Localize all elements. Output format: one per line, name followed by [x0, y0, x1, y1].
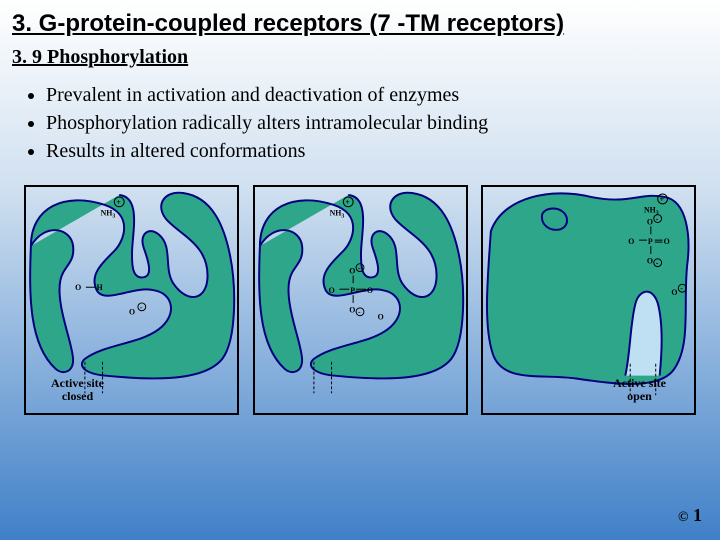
h-label: H [97, 283, 103, 292]
caption-open: Active siteopen [613, 377, 666, 403]
svg-text:O: O [349, 267, 355, 276]
protein-shape [259, 193, 463, 379]
minus-label: - [140, 303, 143, 312]
page-number: 1 [693, 505, 702, 525]
bullet-item: Results in altered conformations [46, 137, 708, 165]
footer: © 1 [678, 505, 702, 526]
svg-text:-: - [358, 308, 361, 317]
copyright-icon: © [678, 510, 688, 525]
svg-text:-: - [656, 259, 659, 268]
plus-label: + [345, 198, 350, 207]
nh3-label: NH3 [101, 209, 116, 220]
svg-text:O: O [647, 217, 653, 226]
svg-text:O: O [647, 257, 653, 266]
panel-intermediate: + NH3 O P O O - O - [253, 185, 468, 415]
svg-text:P: P [350, 286, 355, 295]
svg-text:O: O [366, 286, 372, 295]
caption-closed: Active siteclosed [51, 377, 104, 403]
plus-label: + [116, 198, 121, 207]
bullet-item: Prevalent in activation and deactivation… [46, 81, 708, 109]
svg-text:-: - [358, 264, 361, 273]
svg-text:O: O [349, 306, 355, 315]
panel-open: + NH3 O P O O - O - O - [481, 185, 696, 415]
o-label: O [671, 288, 677, 297]
nh3-label: NH3 [329, 209, 344, 220]
protein-intermediate-svg: + NH3 O P O O - O - [255, 187, 466, 413]
protein-shape [30, 193, 234, 379]
minus-label: - [680, 284, 683, 293]
panel-closed: + NH3 O H O - Active siteclosed [24, 185, 239, 415]
plus-label: + [660, 195, 665, 204]
o-label: O [129, 308, 135, 317]
o-label: O [377, 313, 383, 322]
svg-text:O: O [664, 237, 670, 246]
section-subtitle: 3. 9 Phosphorylation [0, 42, 720, 81]
o-label: O [75, 283, 81, 292]
svg-text:O: O [628, 237, 634, 246]
svg-text:P: P [648, 237, 653, 246]
diagram-panels: + NH3 O H O - Active siteclosed + NH3 [0, 185, 720, 415]
page-title: 3. G-protein-coupled receptors (7 -TM re… [0, 0, 720, 42]
bullet-item: Phosphorylation radically alters intramo… [46, 109, 708, 137]
bullet-list: Prevalent in activation and deactivation… [0, 81, 720, 185]
svg-text:O: O [328, 286, 334, 295]
svg-text:-: - [656, 214, 659, 223]
